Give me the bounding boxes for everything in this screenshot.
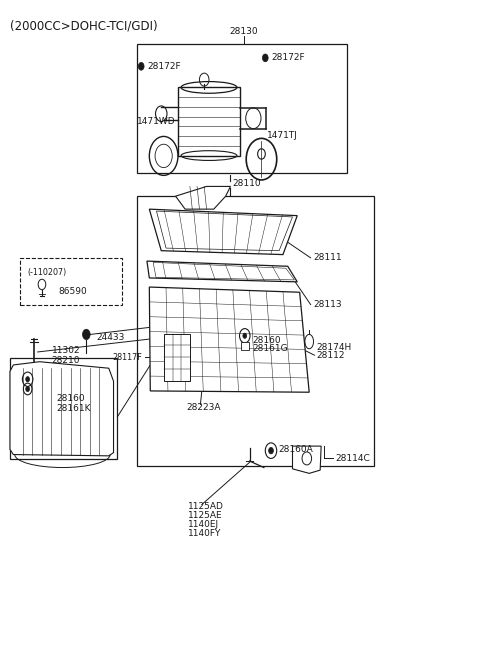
Text: 28117F: 28117F [112, 353, 142, 362]
Text: 28223A: 28223A [186, 403, 221, 411]
Polygon shape [147, 261, 297, 282]
Text: 28172F: 28172F [271, 53, 305, 63]
Text: 28210: 28210 [51, 356, 80, 365]
Bar [164, 334, 191, 381]
Text: 1471TJ: 1471TJ [267, 131, 298, 140]
Bar [10, 359, 117, 459]
Text: 1140FY: 1140FY [188, 529, 221, 539]
Polygon shape [149, 287, 309, 393]
Text: 28114C: 28114C [336, 454, 370, 463]
Text: 28174H: 28174H [317, 343, 352, 352]
Bar [20, 258, 122, 304]
Circle shape [243, 333, 247, 338]
Circle shape [263, 54, 268, 62]
Text: 1471WD: 1471WD [137, 117, 176, 126]
Text: 1140EJ: 1140EJ [188, 520, 218, 529]
Text: 28160A: 28160A [278, 445, 313, 454]
Circle shape [138, 63, 144, 70]
Polygon shape [176, 186, 230, 209]
Text: 1125AD: 1125AD [188, 502, 223, 511]
Text: 1125AE: 1125AE [188, 511, 222, 520]
Circle shape [26, 377, 30, 382]
Text: 28160: 28160 [252, 336, 280, 345]
Text: 28130: 28130 [229, 27, 258, 36]
Bar [241, 342, 249, 350]
Bar [137, 196, 373, 466]
Bar [178, 87, 240, 156]
Text: 28112: 28112 [317, 351, 345, 360]
Polygon shape [10, 362, 114, 456]
Text: 28111: 28111 [313, 254, 342, 262]
Text: 28113: 28113 [313, 300, 342, 309]
Circle shape [26, 387, 30, 392]
Polygon shape [149, 209, 297, 254]
Text: 86590: 86590 [59, 287, 87, 296]
Text: 28161G: 28161G [252, 344, 288, 353]
Circle shape [269, 447, 274, 454]
Text: 28172F: 28172F [147, 62, 180, 71]
Text: 28161K: 28161K [56, 404, 91, 413]
Polygon shape [292, 446, 321, 473]
Text: 28110: 28110 [232, 179, 261, 188]
Circle shape [83, 329, 90, 340]
Bar [137, 44, 348, 173]
Text: (2000CC>DOHC-TCI/GDI): (2000CC>DOHC-TCI/GDI) [10, 20, 157, 33]
Text: 11302: 11302 [51, 346, 80, 355]
Text: 24433: 24433 [97, 333, 125, 342]
Text: 28160: 28160 [56, 394, 85, 403]
Text: (-110207): (-110207) [28, 267, 67, 276]
